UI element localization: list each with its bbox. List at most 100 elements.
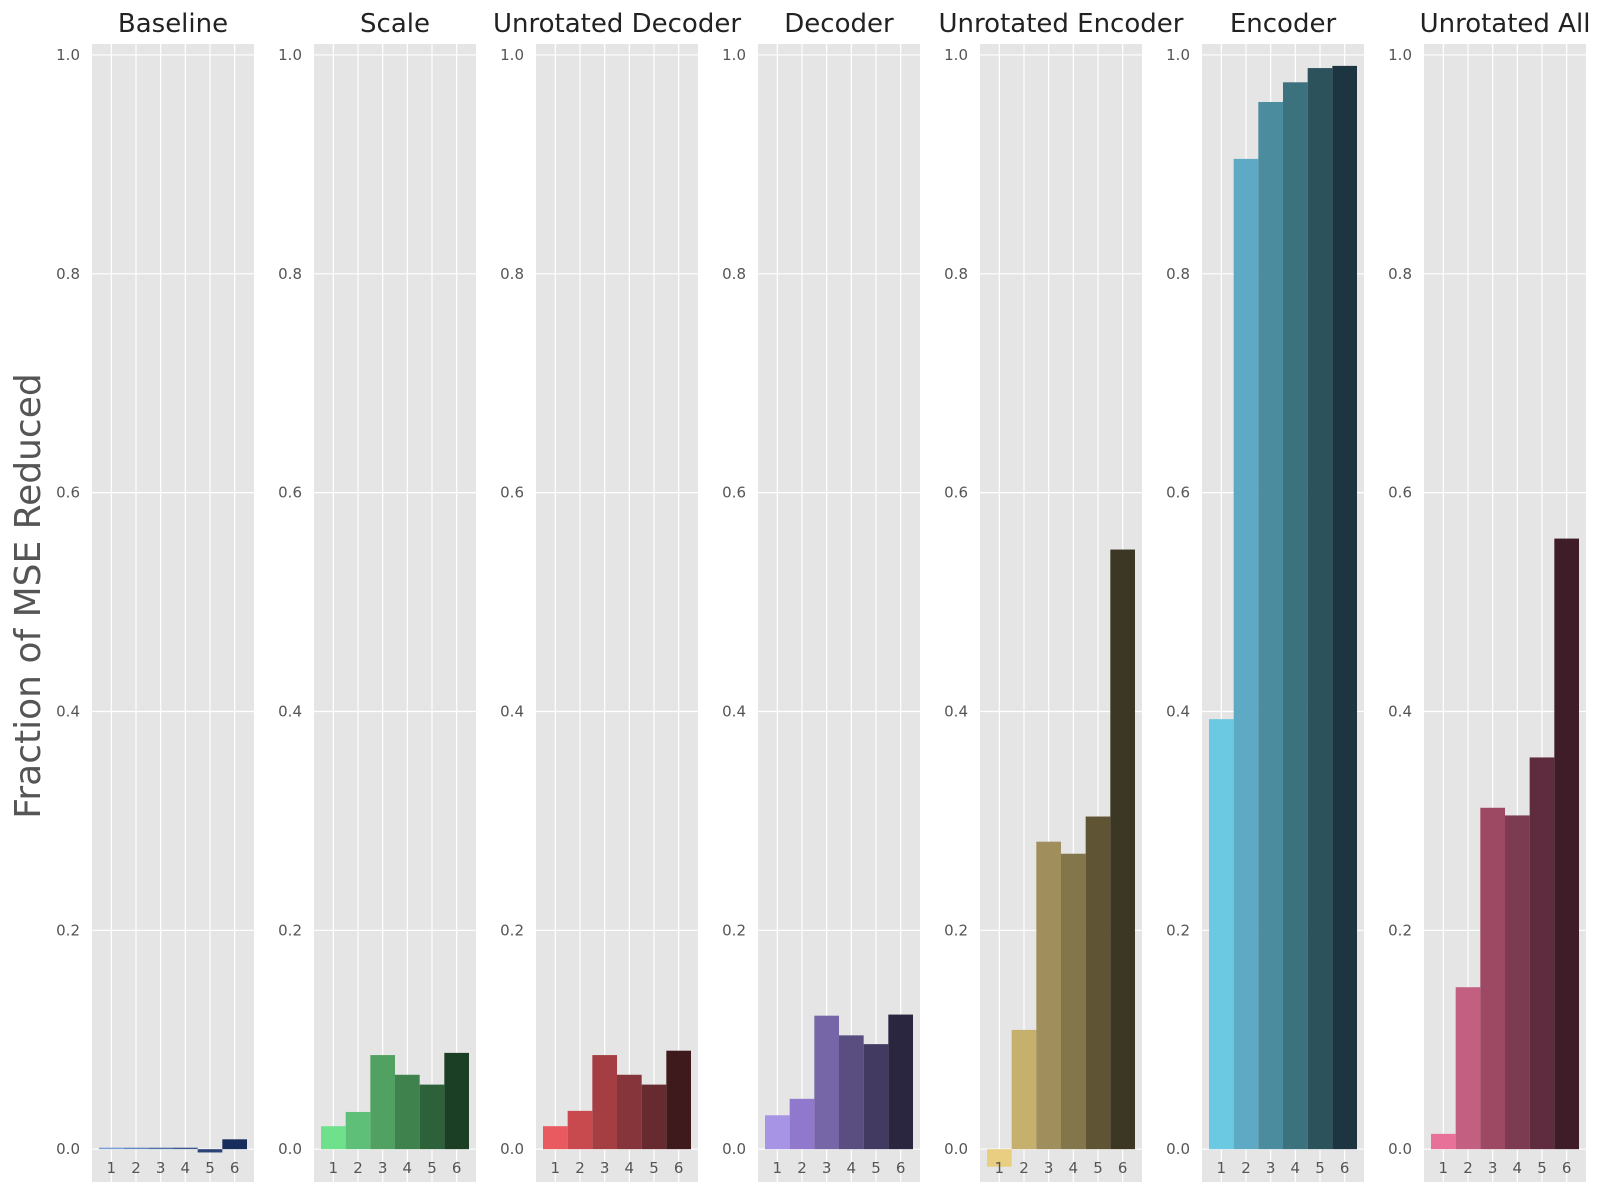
y-tick-label: 0.2	[1388, 921, 1412, 939]
x-tick-label: 5	[427, 1159, 437, 1177]
bar-6	[1332, 65, 1357, 1150]
bar-3	[1036, 841, 1061, 1150]
x-tick-label: 2	[575, 1159, 585, 1177]
x-tick-label: 5	[871, 1159, 881, 1177]
panel-title: Unrotated All	[1420, 9, 1591, 39]
bar-6	[444, 1052, 469, 1150]
plot-background	[92, 44, 254, 1182]
x-tick-label: 6	[1340, 1159, 1350, 1177]
x-tick-label: 3	[1044, 1159, 1054, 1177]
y-tick-label: 1.0	[278, 46, 302, 64]
y-tick-label: 1.0	[56, 46, 80, 64]
bar-3	[814, 1015, 839, 1150]
panel-title: Scale	[360, 9, 430, 39]
y-axis-label: Fraction of MSE Reduced	[8, 373, 49, 818]
x-tick-label: 6	[1562, 1159, 1572, 1177]
x-tick-label: 5	[1093, 1159, 1103, 1177]
y-tick-label: 0.8	[944, 265, 968, 283]
y-tick-label: 0.0	[56, 1140, 80, 1158]
y-tick-label: 1.0	[944, 46, 968, 64]
x-tick-label: 4	[1513, 1159, 1523, 1177]
panel-1: 0.0 0.2 0.4 0.6 0.8 1.0 1 2 3 4 5 6 Baseline	[56, 9, 254, 1182]
x-tick-label: 1	[329, 1159, 339, 1177]
y-tick-label: 0.8	[1166, 265, 1190, 283]
y-tick-label: 0.0	[722, 1140, 746, 1158]
y-tick-label: 0.0	[1388, 1140, 1412, 1158]
bar-3	[148, 1147, 173, 1150]
panel-title: Baseline	[118, 9, 228, 39]
y-tick-label: 0.2	[722, 921, 746, 939]
x-tick-label: 4	[847, 1159, 857, 1177]
x-tick-label: 3	[378, 1159, 388, 1177]
bar-1	[765, 1115, 790, 1150]
x-tick-label: 5	[649, 1159, 659, 1177]
panel-title: Decoder	[784, 9, 894, 39]
y-tick-label: 0.0	[944, 1140, 968, 1158]
y-tick-label: 0.6	[278, 484, 302, 502]
bar-3	[370, 1055, 395, 1150]
y-tick-label: 0.6	[722, 484, 746, 502]
y-tick-label: 0.8	[500, 265, 524, 283]
y-tick-label: 0.4	[500, 702, 524, 720]
x-tick-label: 2	[131, 1159, 141, 1177]
x-tick-label: 6	[230, 1159, 240, 1177]
y-tick-label: 0.0	[500, 1140, 524, 1158]
y-tick-label: 1.0	[1388, 46, 1412, 64]
y-tick-label: 0.4	[944, 702, 968, 720]
bar-4	[617, 1074, 642, 1150]
x-tick-label: 3	[156, 1159, 166, 1177]
chart-panels: 0.00.20.40.60.81.01 2 3 4 5 6Baseline0.00.20.…	[56, 9, 1590, 1182]
x-tick-label: 6	[1118, 1159, 1128, 1177]
x-tick-label: 4	[1069, 1159, 1079, 1177]
x-tick-label: 1	[773, 1159, 783, 1177]
bar-2	[1011, 1029, 1037, 1150]
x-tick-label: 3	[1266, 1159, 1276, 1177]
bar-2	[567, 1110, 593, 1150]
bar-2	[123, 1147, 149, 1150]
bar-5	[1529, 757, 1555, 1150]
y-tick-label: 0.2	[56, 921, 80, 939]
bar-1	[543, 1126, 568, 1150]
bar-3	[592, 1055, 617, 1150]
x-tick-label: 2	[1019, 1159, 1029, 1177]
bar-1	[99, 1147, 124, 1150]
panel-4: 0.0 0.2 0.4 0.6 0.8 1.0 1 2 3 4 5 6 Decoder	[722, 9, 920, 1182]
x-tick-label: 4	[403, 1159, 413, 1177]
x-tick-label: 1	[551, 1159, 561, 1177]
bar-4	[1505, 815, 1530, 1150]
y-tick-label: 1.0	[722, 46, 746, 64]
x-tick-label: 4	[625, 1159, 635, 1177]
y-tick-label: 0.6	[1388, 484, 1412, 502]
x-tick-label: 4	[181, 1159, 191, 1177]
x-tick-label: 1	[107, 1159, 117, 1177]
y-tick-label: 0.6	[1166, 484, 1190, 502]
bar-1	[1209, 719, 1234, 1150]
bar-4	[1283, 82, 1308, 1150]
x-tick-label: 4	[1291, 1159, 1301, 1177]
x-tick-label: 6	[896, 1159, 906, 1177]
bar-5	[641, 1084, 667, 1150]
bar-2	[1455, 987, 1481, 1150]
x-tick-label: 6	[452, 1159, 462, 1177]
bar-5	[419, 1084, 445, 1150]
bar-2	[1233, 158, 1259, 1150]
x-tick-label: 1	[995, 1159, 1005, 1177]
y-tick-label: 0.2	[944, 921, 968, 939]
panel-5: 0.0 0.2 0.4 0.6 0.8 1.0 1 2 3 4 5 6 Unrotated Encode…	[939, 9, 1184, 1182]
y-tick-label: 0.4	[278, 702, 302, 720]
x-tick-label: 3	[822, 1159, 832, 1177]
y-tick-label: 0.4	[1166, 702, 1190, 720]
y-tick-label: 0.2	[278, 921, 302, 939]
x-tick-label: 3	[1488, 1159, 1498, 1177]
plot-background	[758, 44, 920, 1182]
plot-background	[536, 44, 698, 1182]
y-tick-label: 0.8	[1388, 265, 1412, 283]
panel-7: 0.0 0.2 0.4 0.6 0.8 1.0 1 2 3 4 5 6 Unrotated All	[1388, 9, 1590, 1182]
y-tick-label: 0.6	[500, 484, 524, 502]
bar-6	[1110, 549, 1135, 1150]
y-tick-label: 0.8	[56, 265, 80, 283]
x-tick-label: 5	[1537, 1159, 1547, 1177]
panel-title: Unrotated Decoder	[493, 9, 741, 39]
x-tick-label: 3	[600, 1159, 610, 1177]
y-tick-label: 0.4	[722, 702, 746, 720]
